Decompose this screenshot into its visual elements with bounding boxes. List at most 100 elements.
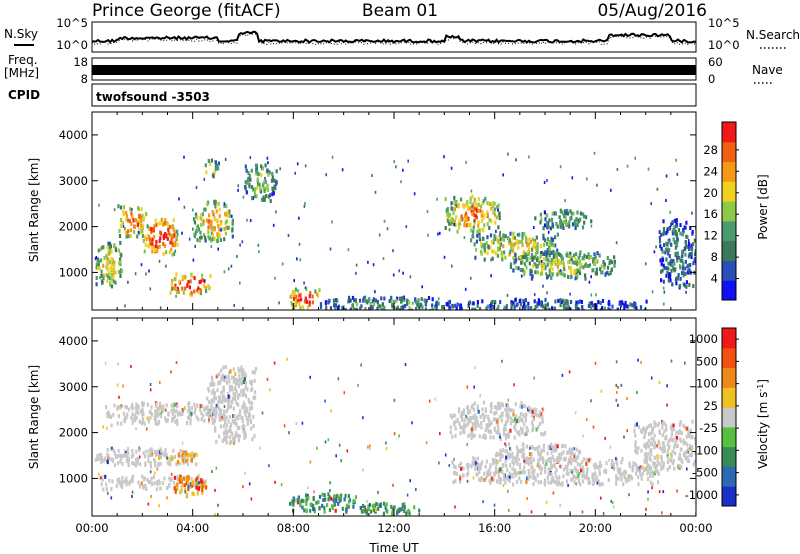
range-gate-cell <box>489 481 492 486</box>
range-gate-cell <box>208 236 211 241</box>
range-gate-cell <box>579 211 582 216</box>
range-gate-cell <box>558 475 561 480</box>
range-gate-cell <box>365 508 368 513</box>
range-gate-cell <box>585 462 588 466</box>
range-gate-cell <box>544 297 547 302</box>
range-gate-cell <box>651 290 654 294</box>
range-gate-cell <box>349 307 352 310</box>
range-gate-cell <box>244 433 247 438</box>
range-gate-cell <box>107 491 109 495</box>
range-gate-cell <box>490 405 493 410</box>
range-gate-cell <box>239 368 243 373</box>
range-gate-cell <box>639 305 643 310</box>
range-gate-cell <box>651 426 654 431</box>
range-gate-cell <box>595 271 598 276</box>
range-gate-cell <box>610 267 613 272</box>
range-gate-cell <box>451 434 454 439</box>
range-gate-cell <box>301 505 304 510</box>
range-gate-cell <box>112 274 115 279</box>
range-gate-cell <box>480 213 483 218</box>
range-gate-cell <box>220 417 223 422</box>
range-gate-cell <box>193 234 196 239</box>
range-gate-cell <box>486 212 489 217</box>
range-gate-cell <box>420 297 423 302</box>
range-gate-cell <box>589 255 592 259</box>
range-gate-cell <box>257 181 260 186</box>
range-gate-cell <box>243 371 246 376</box>
range-gate-cell <box>213 170 216 175</box>
range-gate-cell <box>237 366 240 371</box>
range-gate-cell <box>488 418 491 423</box>
range-gate-cell <box>540 301 543 306</box>
range-gate-cell <box>525 258 528 263</box>
range-gate-cell <box>674 451 677 456</box>
range-gate-cell <box>676 489 678 493</box>
range-gate-cell <box>245 168 248 173</box>
range-gate-cell <box>590 275 592 279</box>
power-x-ticks <box>91 112 697 310</box>
range-gate-cell <box>459 303 462 308</box>
range-gate-cell <box>401 506 404 511</box>
range-gate-cell <box>131 420 134 425</box>
range-gate-cell <box>647 424 650 429</box>
range-gate-cell <box>559 222 563 226</box>
range-gate-cell <box>216 167 218 171</box>
range-gate-cell <box>204 235 207 240</box>
range-gate-cell <box>431 303 434 308</box>
range-gate-cell <box>511 466 514 471</box>
range-gate-cell <box>649 441 653 446</box>
range-gate-cell <box>540 466 543 471</box>
range-gate-cell <box>579 250 582 255</box>
range-gate-cell <box>393 505 396 510</box>
range-gate-cell <box>203 177 206 181</box>
range-gate-cell <box>294 171 296 175</box>
range-gate-cell <box>681 249 684 254</box>
range-gate-cell <box>173 252 176 256</box>
range-gate-cell <box>671 262 673 266</box>
range-gate-cell <box>562 298 565 303</box>
range-gate-cell <box>498 242 501 247</box>
range-gate-cell <box>463 418 466 423</box>
range-gate-cell <box>596 251 599 256</box>
range-gate-cell <box>393 300 396 304</box>
range-gate-cell <box>309 460 312 464</box>
range-gate-cell <box>250 497 253 501</box>
range-gate-cell <box>501 253 504 258</box>
range-gate-cell <box>641 471 644 476</box>
range-gate-cell <box>185 421 189 425</box>
range-gate-cell <box>125 458 128 463</box>
range-gate-cell <box>671 229 674 234</box>
range-gate-cell <box>662 230 665 235</box>
range-gate-cell <box>507 152 509 156</box>
range-gate-cell <box>504 459 507 464</box>
range-gate-cell <box>175 229 179 234</box>
range-gate-cell <box>555 475 558 480</box>
range-gate-cell <box>529 446 531 450</box>
range-gate-cell <box>266 168 269 173</box>
range-gate-cell <box>142 239 145 243</box>
range-gate-cell <box>199 404 202 409</box>
range-gate-cell <box>149 470 152 474</box>
range-gate-cell <box>518 463 521 467</box>
range-gate-cell <box>675 220 678 225</box>
range-gate-cell <box>158 259 161 263</box>
range-gate-cell <box>443 155 445 159</box>
range-gate-cell <box>254 390 257 395</box>
range-gate-cell <box>143 477 146 482</box>
range-gate-cell <box>205 289 208 294</box>
range-gate-cell <box>293 291 296 296</box>
range-gate-cell <box>216 232 219 237</box>
range-gate-cell <box>295 422 298 426</box>
range-gate-cell <box>462 408 465 413</box>
range-gate-cell <box>191 480 194 485</box>
range-gate-cell <box>136 456 139 461</box>
range-gate-cell <box>523 232 526 237</box>
range-gate-cell <box>644 432 647 437</box>
range-gate-cell <box>575 252 578 257</box>
range-gate-cell <box>330 496 333 501</box>
range-gate-cell <box>544 267 547 271</box>
range-gate-cell <box>652 461 655 466</box>
range-gate-cell <box>679 437 682 442</box>
range-gate-cell <box>665 266 668 271</box>
range-gate-cell <box>672 267 676 272</box>
